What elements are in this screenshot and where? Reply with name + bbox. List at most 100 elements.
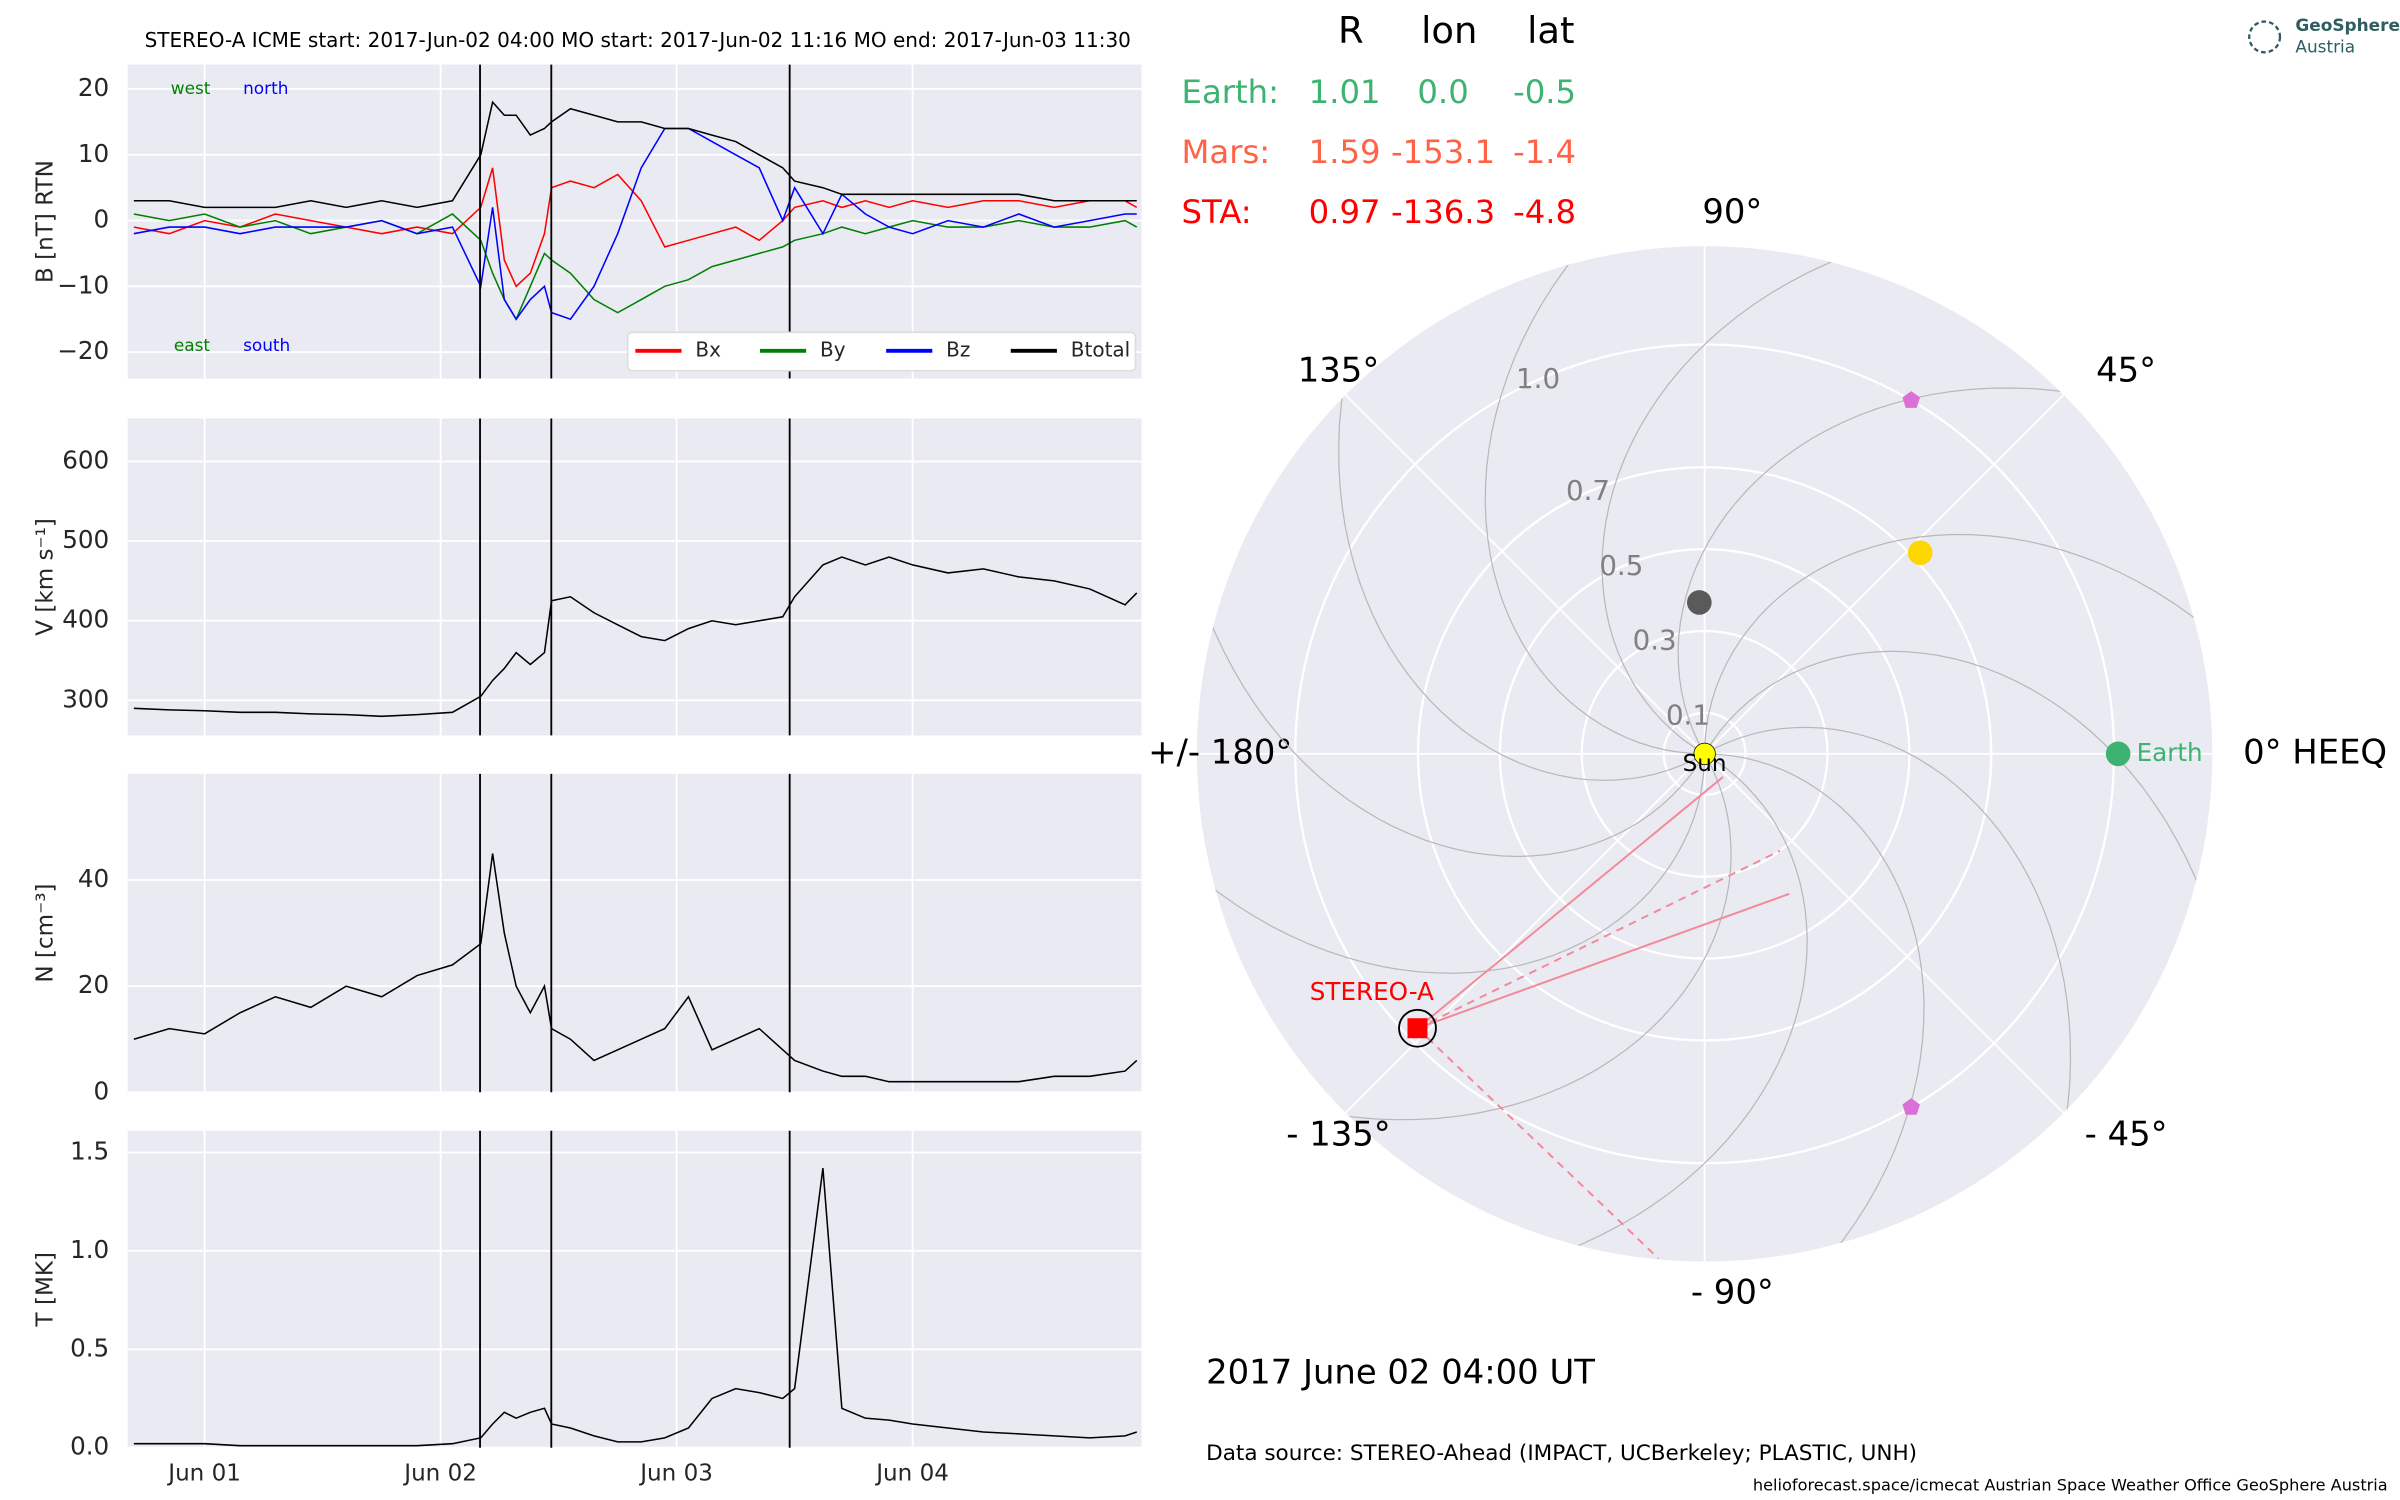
parker-spiral <box>1704 650 2212 919</box>
body-marker <box>1902 1098 1920 1115</box>
annotation: east <box>174 335 211 355</box>
table-cell: -0.5 <box>1513 73 1576 111</box>
r-tick-label: 0.5 <box>1599 549 1643 582</box>
logo-text: GeoSphere <box>2295 15 2400 35</box>
y-tick-label: 300 <box>62 684 109 713</box>
y-tick-label: −20 <box>57 336 109 365</box>
grid-spoke <box>1703 753 2065 1114</box>
parker-spiral <box>1197 589 1706 858</box>
body-label: Sun <box>1683 751 1727 777</box>
fov-line <box>1416 1027 1660 1260</box>
grid-spoke <box>1703 394 2065 755</box>
body-marker <box>1693 742 1716 766</box>
table-header: R <box>1338 9 1364 52</box>
parker-spiral <box>1677 387 2101 755</box>
parker-spiral <box>1704 533 2213 754</box>
y-tick-label: 1.5 <box>70 1136 109 1165</box>
annotation: north <box>243 78 288 98</box>
r-tick-label: 0.1 <box>1666 698 1710 731</box>
parker-spiral <box>1196 753 1706 974</box>
x-tick-label: Jun 03 <box>638 1460 713 1486</box>
y-tick-label: −10 <box>57 270 109 299</box>
theta-tick-label: 90° <box>1702 192 1762 231</box>
series-line <box>133 853 1138 1083</box>
figure-title: STEREO-A ICME start: 2017-Jun-02 04:00 M… <box>145 28 1131 52</box>
table-row-name: Earth: <box>1182 73 1280 111</box>
y-tick-label: 500 <box>62 525 109 554</box>
logo-text: Austria <box>2295 37 2355 57</box>
y-axis-label: B [nT] RTN <box>33 160 59 283</box>
y-tick-label: 20 <box>78 970 109 999</box>
series-line <box>133 556 1138 718</box>
x-tick-label: Jun 04 <box>874 1460 949 1486</box>
footer: helioforecast.space/icmecat Austrian Spa… <box>1753 1476 2388 1495</box>
table-row-name: STA: <box>1182 193 1252 231</box>
y-axis-label: T [MK] <box>33 1252 59 1327</box>
theta-tick-label: - 90° <box>1691 1273 1774 1312</box>
table-row-name: Mars: <box>1182 133 1271 171</box>
table-header: lat <box>1527 9 1574 52</box>
legend: Bx By Bz Btotal <box>626 331 1137 372</box>
x-tick-label: Jun 02 <box>402 1460 477 1486</box>
r-tick-label: 0.3 <box>1633 624 1677 657</box>
theta-tick-label: +/- 180° <box>1148 732 1292 771</box>
parker-spiral <box>1704 726 2072 1150</box>
series-line <box>133 127 1137 321</box>
table-cell: 1.01 <box>1309 73 1381 111</box>
y-tick-label: 400 <box>62 605 109 634</box>
theta-tick-label: - 45° <box>2085 1114 2168 1153</box>
y-tick-label: 600 <box>62 445 109 474</box>
plot-background <box>127 1130 1142 1448</box>
plot-background <box>127 64 1142 379</box>
legend-label: Btotal <box>1071 337 1130 361</box>
marker-ring <box>1398 1008 1437 1048</box>
parker-spiral <box>1539 753 1808 1261</box>
logo-icon <box>2248 20 2282 54</box>
legend-label: By <box>820 337 846 361</box>
y-tick-label: 1.0 <box>70 1235 109 1264</box>
body-marker <box>1902 391 1920 408</box>
parker-spiral <box>1338 358 1705 781</box>
r-tick-label: 0.7 <box>1566 474 1610 507</box>
table-cell: -136.3 <box>1391 193 1495 231</box>
legend-box <box>626 331 1137 372</box>
table-header: lon <box>1421 9 1477 52</box>
table-cell: 1.59 <box>1309 133 1381 171</box>
y-tick-label: 10 <box>78 139 109 168</box>
table-cell: -153.1 <box>1391 133 1495 171</box>
parker-spiral <box>1484 246 1705 755</box>
annotation: south <box>243 335 290 355</box>
fov-line <box>1416 776 1724 1030</box>
body-label: STEREO-A <box>1310 977 1434 1006</box>
theta-tick-label: 135° <box>1298 350 1379 389</box>
y-tick-label: 0.5 <box>70 1333 109 1362</box>
table-cell: -1.4 <box>1513 133 1576 171</box>
y-axis-label: V [km s⁻¹] <box>33 518 59 636</box>
y-tick-label: 0.0 <box>70 1432 109 1461</box>
y-tick-label: 0 <box>94 1076 110 1105</box>
parker-spiral <box>1308 753 1732 1121</box>
parker-spiral <box>1601 247 1870 755</box>
theta-tick-label: 0° HEEQ <box>2243 732 2387 771</box>
grid-spoke <box>1344 753 1706 1114</box>
y-axis-label: N [cm⁻³] <box>33 883 59 982</box>
r-tick-label: 1.0 <box>1516 362 1560 395</box>
annotation: west <box>171 78 211 98</box>
table-cell: 0.97 <box>1309 193 1381 231</box>
body-label: Earth <box>2137 738 2203 767</box>
table-cell: 0.0 <box>1417 73 1468 111</box>
fov-line <box>1417 849 1781 1030</box>
grid-spoke <box>1344 394 1706 755</box>
legend-label: Bx <box>695 337 721 361</box>
body-marker <box>1687 590 1712 615</box>
y-tick-label: 40 <box>78 864 109 893</box>
data-source: Data source: STEREO-Ahead (IMPACT, UCBer… <box>1206 1441 1917 1466</box>
parker-spiral <box>1704 753 1925 1262</box>
logo: GeoSphere Austria <box>2248 15 2400 57</box>
table-cell: -4.8 <box>1513 193 1576 231</box>
theta-tick-label: - 135° <box>1286 1114 1390 1153</box>
y-tick-label: 0 <box>94 205 110 234</box>
body-marker <box>1907 540 1933 566</box>
